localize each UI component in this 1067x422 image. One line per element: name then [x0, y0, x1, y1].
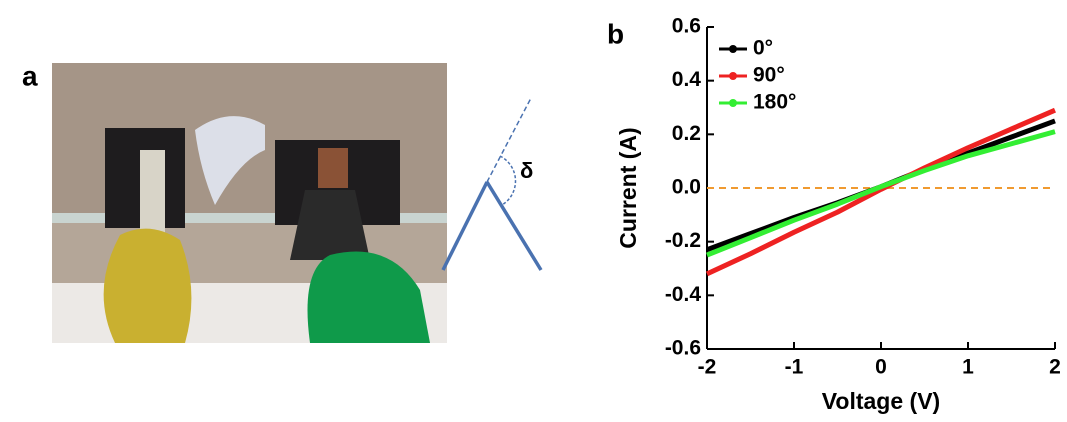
y-axis-label: Current (A): [615, 127, 641, 248]
series-line: [706, 129, 1056, 258]
x-tick-label: -2: [698, 356, 717, 379]
chart: -0.6 -0.4 -0.2 0.0 0.2 0.4 0.6 -2 -1 0 1 2 Voltage (…: [615, 15, 1061, 415]
panel-label: b: [607, 18, 624, 49]
legend-marker: [729, 45, 737, 53]
panel-label: a: [22, 60, 38, 91]
y-tick-label: 0.6: [672, 15, 701, 38]
y-tick-label: -0.2: [665, 229, 701, 252]
y-tick-label: 0.4: [672, 68, 702, 91]
x-tick-label: 1: [962, 356, 974, 379]
legend-label: 90°: [753, 64, 785, 87]
series-line: [705, 107, 1056, 277]
y-tick-label: 0.0: [672, 176, 701, 199]
y-tick-label: -0.6: [665, 337, 701, 360]
x-tick-label: 0: [875, 356, 887, 379]
legend-label: 180°: [753, 91, 796, 114]
legend-marker: [729, 99, 737, 107]
angle-label: δ: [520, 158, 533, 183]
legend-marker: [729, 72, 737, 80]
photo: [52, 63, 447, 343]
legend-label: 0°: [753, 37, 773, 60]
x-tick-label: 2: [1049, 356, 1061, 379]
y-tick-label: -0.4: [665, 283, 702, 306]
y-tick-label: 0.2: [672, 122, 701, 145]
x-tick-label: -1: [785, 356, 804, 379]
angle-diagram: δ: [441, 97, 543, 271]
x-axis-label: Voltage (V): [822, 388, 940, 414]
